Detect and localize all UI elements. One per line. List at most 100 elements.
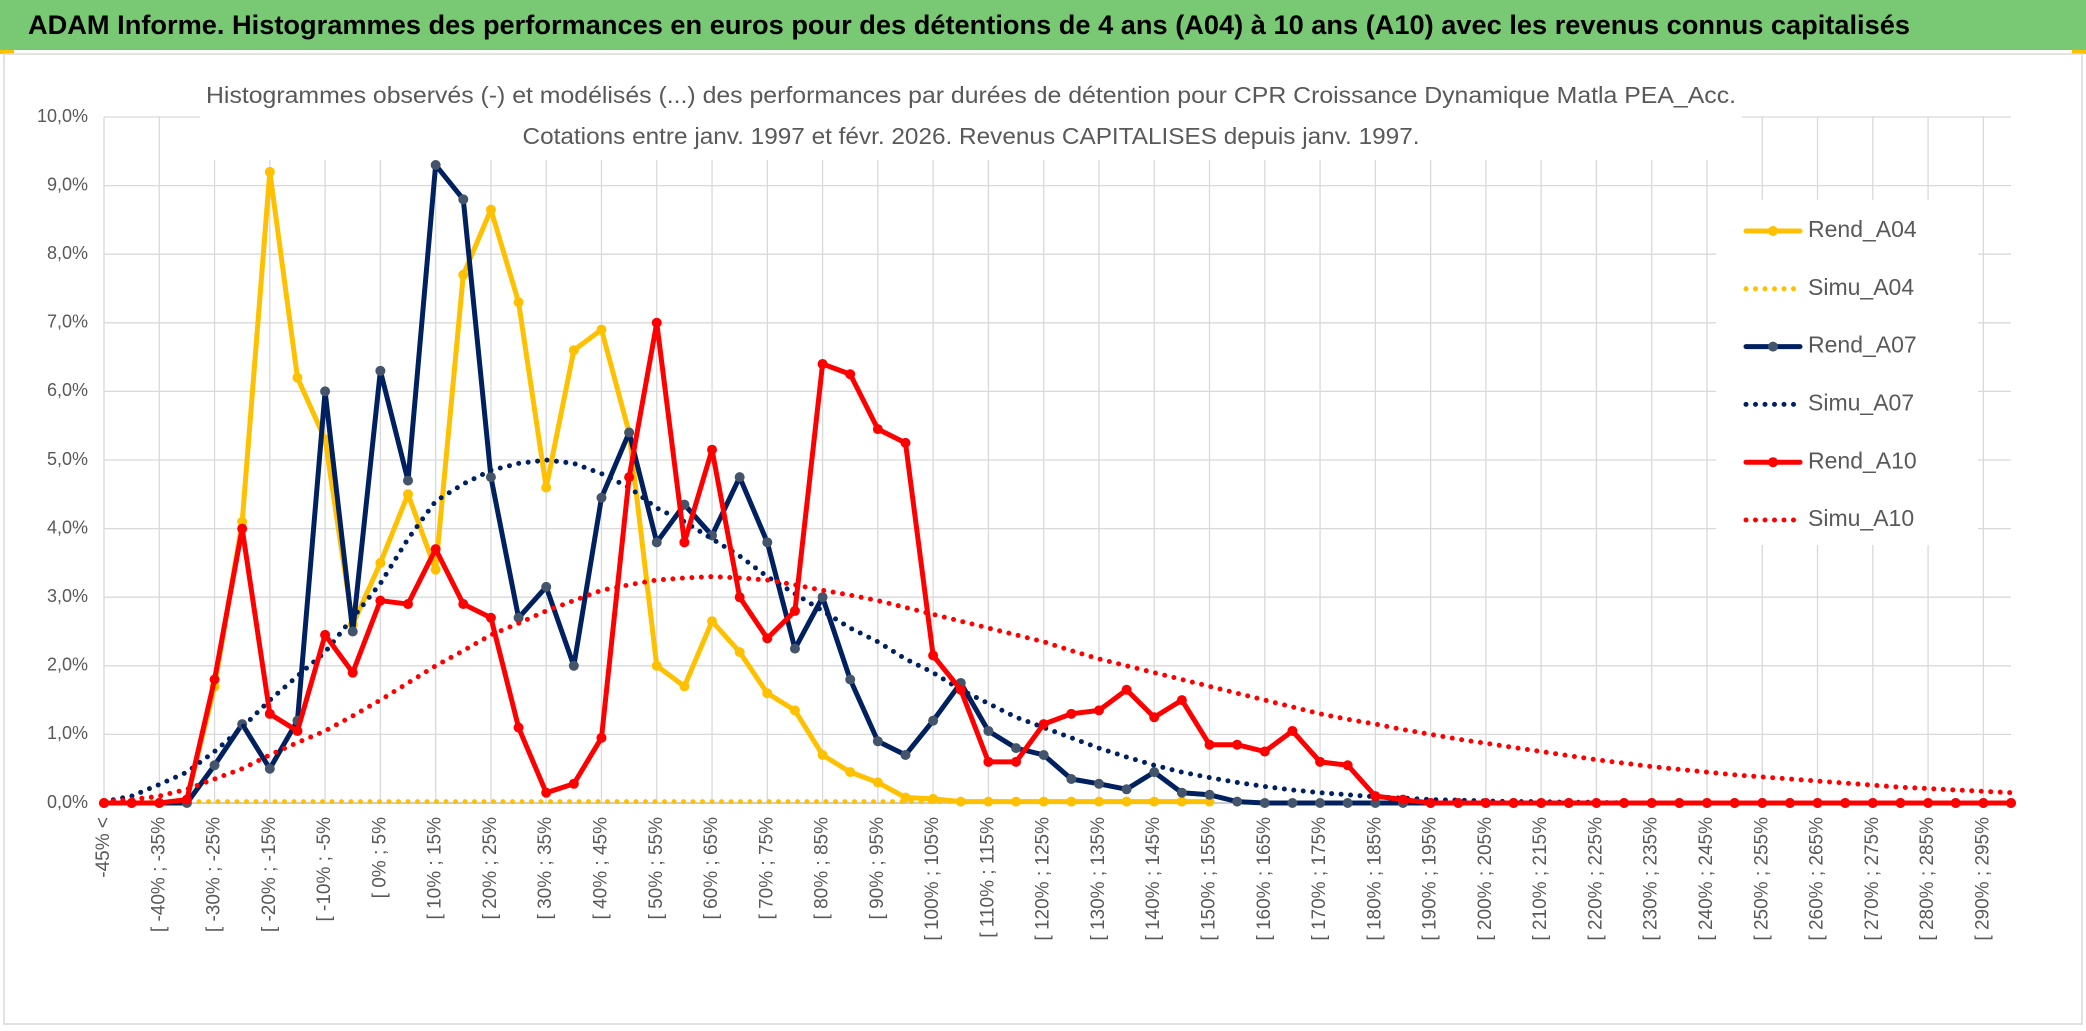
subtitle-box xyxy=(200,76,1742,160)
x-tick-label: -45% < xyxy=(93,817,114,878)
data-point xyxy=(347,667,358,678)
y-tick-label: 10,0% xyxy=(37,106,88,126)
legend-box xyxy=(1716,200,1978,545)
data-point xyxy=(872,777,883,788)
data-point xyxy=(1121,784,1132,795)
header-bar xyxy=(0,0,2086,50)
data-point xyxy=(789,643,800,654)
x-tick-label: [ -10% ; -5% xyxy=(314,817,335,922)
legend-marker xyxy=(1768,341,1778,352)
data-point xyxy=(845,369,856,380)
data-point xyxy=(1176,787,1187,798)
data-point xyxy=(209,674,220,685)
data-point xyxy=(320,629,331,640)
x-tick-label: [ 10% ; 15% xyxy=(425,817,446,920)
data-point xyxy=(1038,719,1049,730)
data-point xyxy=(1757,798,1768,808)
data-point xyxy=(1287,798,1298,808)
data-point xyxy=(1011,756,1022,767)
data-point xyxy=(568,345,579,356)
data-point xyxy=(596,324,607,335)
legend: Rend_A04 Simu_A04 Rend_A07 Simu_A07 Rend_A10… xyxy=(1743,216,1917,531)
data-point xyxy=(485,612,496,623)
data-point xyxy=(1425,798,1436,808)
y-tick-label: 3,0% xyxy=(47,586,88,606)
corner-accent xyxy=(0,50,14,54)
data-point xyxy=(1232,739,1243,750)
data-point xyxy=(237,523,248,534)
data-point xyxy=(1259,746,1270,757)
data-point xyxy=(1121,796,1132,807)
x-tick-label: [ -30% ; -25% xyxy=(204,817,225,932)
data-point xyxy=(762,537,773,548)
data-point xyxy=(264,763,275,774)
data-point xyxy=(1121,684,1132,695)
y-tick-label: 0,0% xyxy=(47,792,88,812)
data-point xyxy=(375,595,386,606)
data-point xyxy=(430,564,441,575)
data-point xyxy=(568,660,579,671)
data-point xyxy=(541,787,552,798)
x-tick-label: [ 40% ; 45% xyxy=(590,817,611,920)
data-point xyxy=(1204,796,1215,807)
data-point xyxy=(734,592,745,603)
data-point xyxy=(1840,798,1851,808)
data-point xyxy=(430,544,441,555)
data-point xyxy=(1342,760,1353,771)
data-point xyxy=(734,647,745,658)
grid: -45% < [ -40% ; -35% [ -30% ; -25% [ -20% ;… xyxy=(37,106,2011,941)
x-tick-label: [ 190% ; 195% xyxy=(1420,817,1441,941)
data-point xyxy=(347,626,358,637)
data-point xyxy=(596,732,607,743)
x-tick-label: [ 200% ; 205% xyxy=(1475,817,1496,941)
data-point xyxy=(845,767,856,778)
data-point xyxy=(651,660,662,671)
data-point xyxy=(541,482,552,493)
data-point xyxy=(264,708,275,719)
data-point xyxy=(955,684,966,695)
data-point xyxy=(1149,712,1160,723)
data-point xyxy=(209,760,220,771)
data-point xyxy=(900,437,911,448)
x-tick-label: [ 120% ; 125% xyxy=(1033,817,1054,941)
x-tick-label: [ 60% ; 65% xyxy=(701,817,722,920)
x-tick-label: [ 30% ; 35% xyxy=(535,817,556,920)
legend-label: Simu_A07 xyxy=(1808,389,1914,415)
data-point xyxy=(1453,798,1464,808)
x-tick-label: [ 260% ; 265% xyxy=(1807,817,1828,941)
data-point xyxy=(1508,798,1519,808)
data-point xyxy=(1619,798,1630,808)
data-point xyxy=(1011,743,1022,754)
data-point xyxy=(1563,798,1574,808)
data-point xyxy=(983,756,994,767)
data-point xyxy=(789,605,800,616)
data-point xyxy=(817,749,828,760)
legend-label: Rend_A07 xyxy=(1808,332,1917,358)
data-point xyxy=(872,736,883,747)
x-tick-label: [ 0% ; 5% xyxy=(369,817,390,898)
data-point xyxy=(568,778,579,789)
x-tick-label: [ 100% ; 105% xyxy=(922,817,943,941)
data-point xyxy=(1315,756,1326,767)
data-point xyxy=(1729,798,1740,808)
data-point xyxy=(1066,773,1077,784)
data-point xyxy=(513,297,524,308)
data-point xyxy=(1646,798,1657,808)
x-tick-label: [ 70% ; 75% xyxy=(756,817,777,920)
data-point xyxy=(624,427,635,438)
data-point xyxy=(541,581,552,592)
y-tick-label: 6,0% xyxy=(47,380,88,400)
data-point xyxy=(513,722,524,733)
data-point xyxy=(762,633,773,644)
data-point xyxy=(1867,798,1878,808)
data-point xyxy=(1480,798,1491,808)
data-point xyxy=(1176,796,1187,807)
data-point xyxy=(375,557,386,568)
x-tick-label: [ 150% ; 155% xyxy=(1199,817,1220,941)
data-point xyxy=(679,681,690,692)
data-point xyxy=(320,386,331,397)
data-point xyxy=(679,537,690,548)
plot-lines xyxy=(99,160,2016,808)
legend-label: Rend_A10 xyxy=(1808,447,1917,473)
